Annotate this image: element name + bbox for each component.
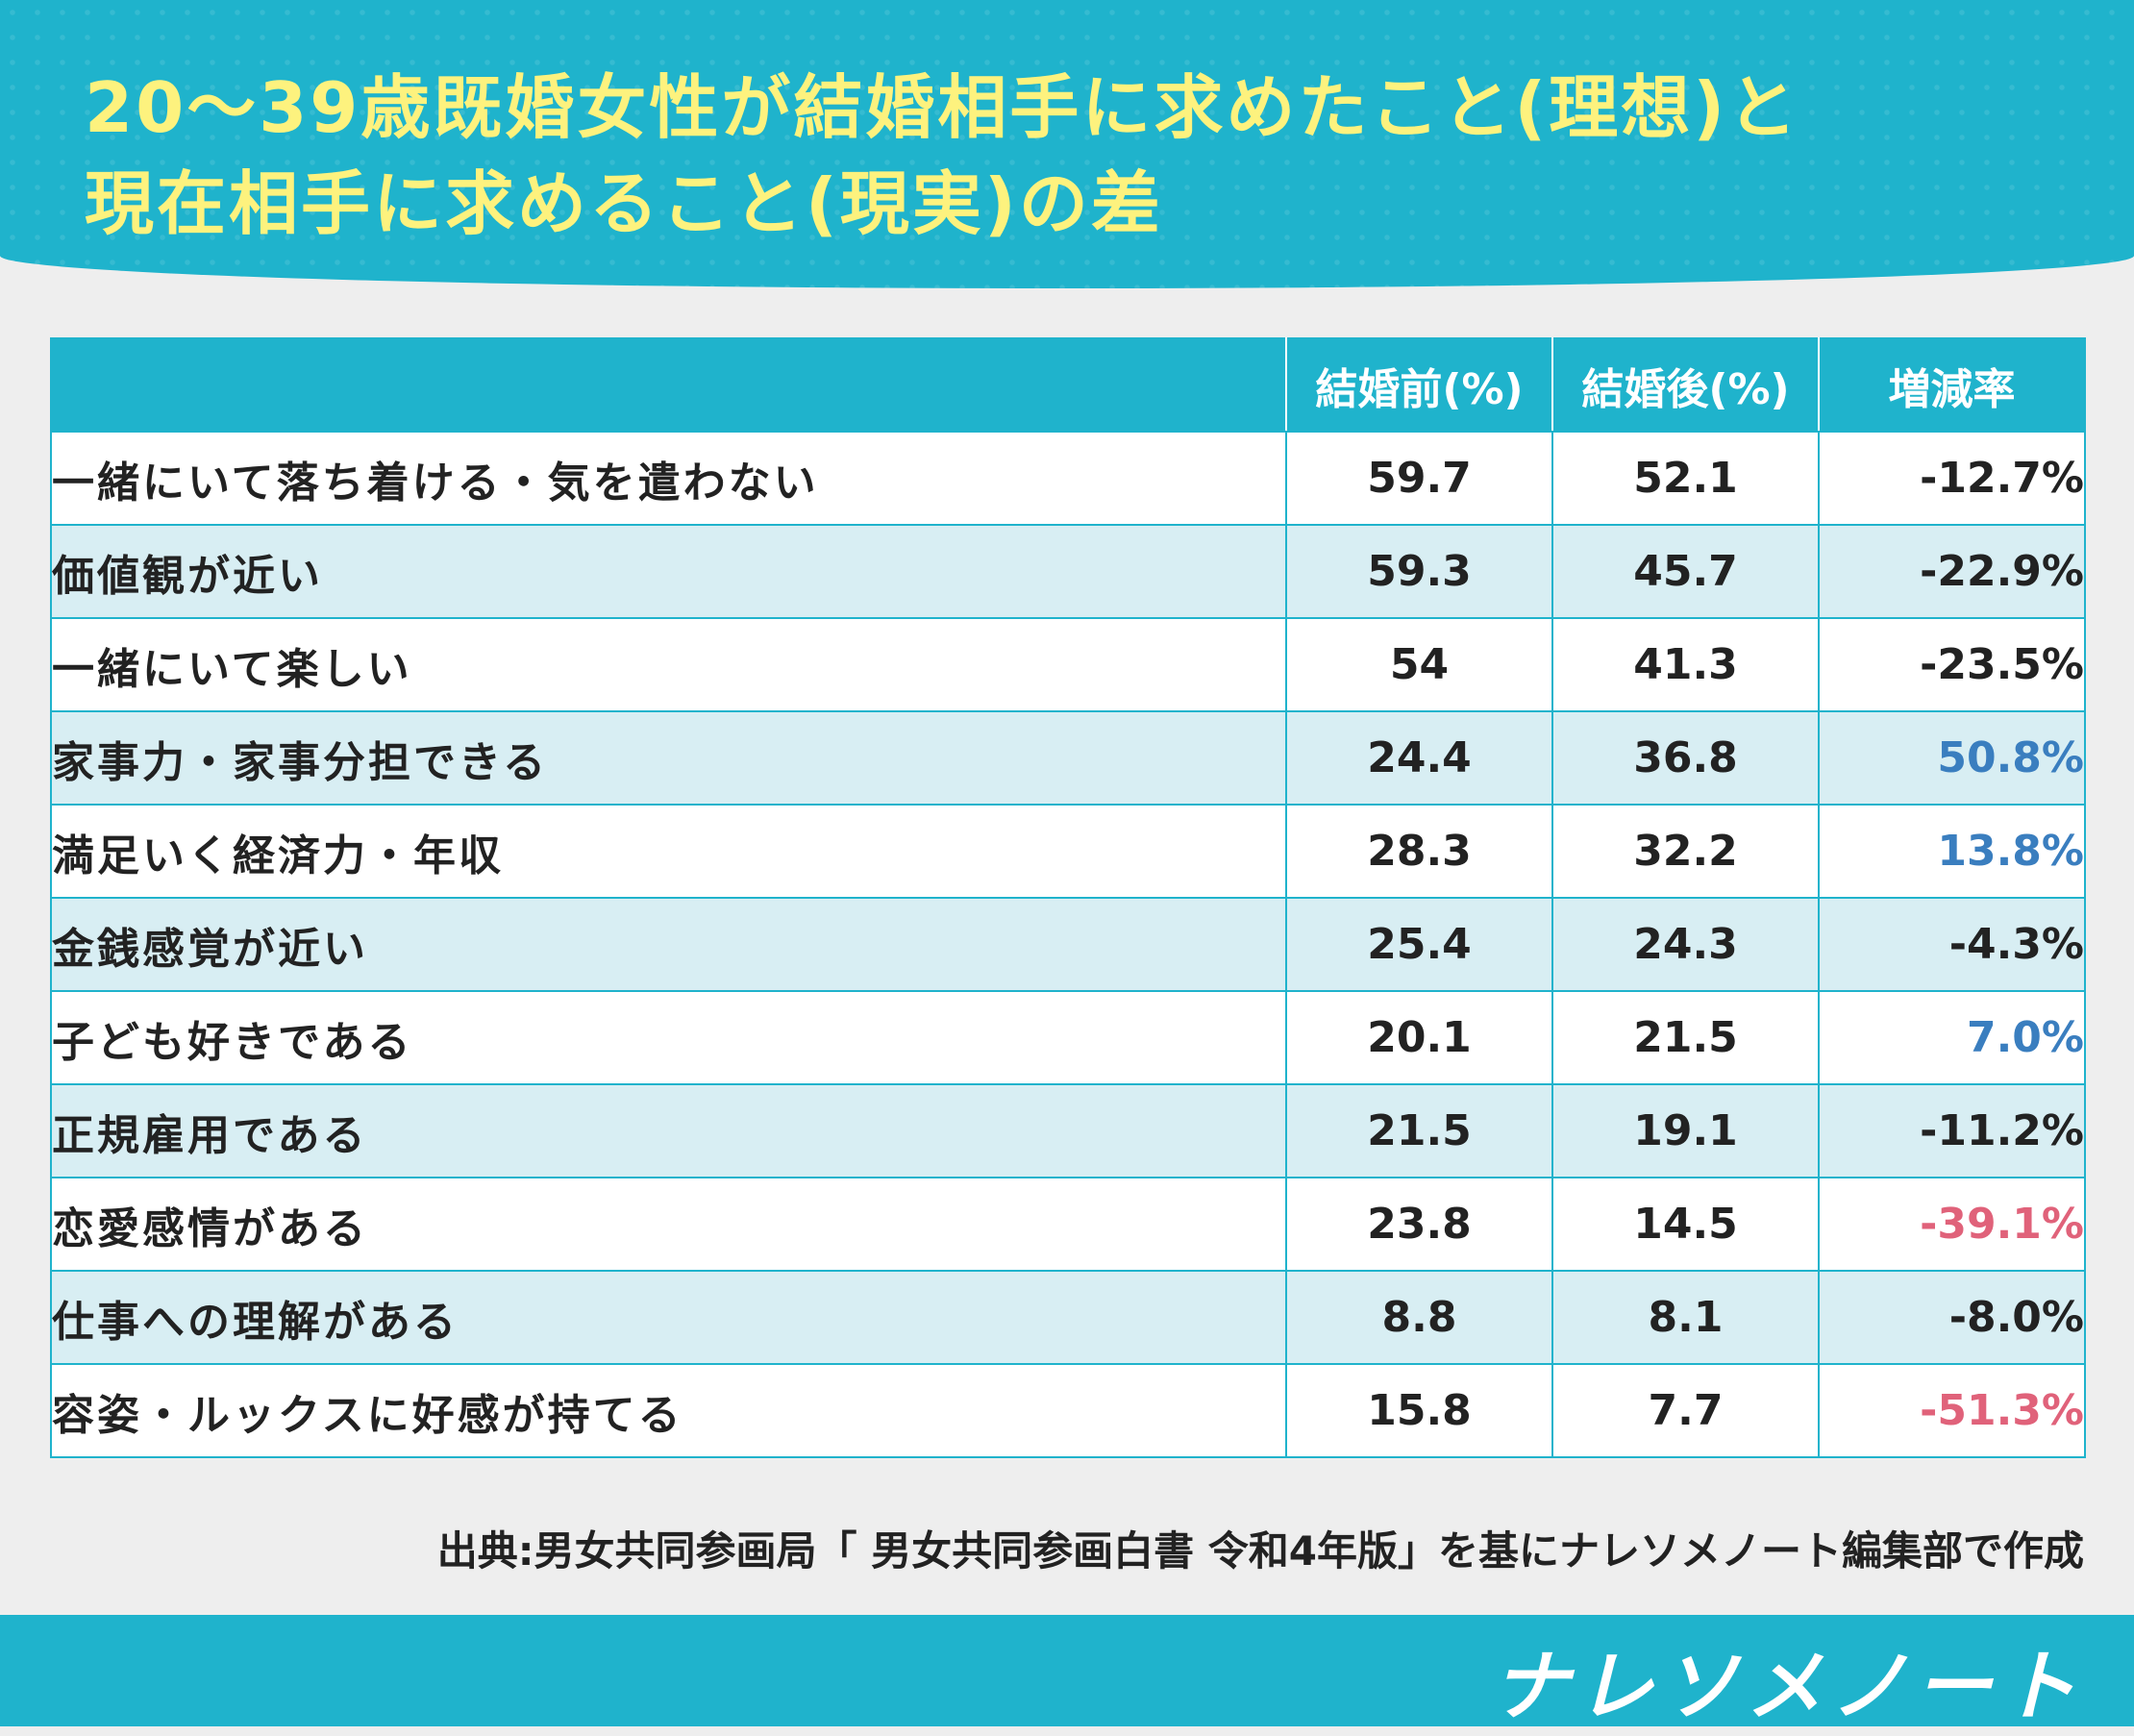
- before-value: 24.4: [1285, 710, 1553, 806]
- table-row: 子ども好きである 20.1 21.5 7.0%: [50, 990, 2086, 1085]
- before-value: 59.3: [1285, 524, 1553, 619]
- change-rate-value: -51.3%: [1818, 1363, 2086, 1458]
- row-label: 正規雇用である: [50, 1083, 1287, 1178]
- after-value: 7.7: [1551, 1363, 1820, 1458]
- table-row: 恋愛感情がある 23.8 14.5 -39.1%: [50, 1177, 2086, 1272]
- after-value: 45.7: [1551, 524, 1820, 619]
- after-value: 32.2: [1551, 804, 1820, 899]
- table-row: 容姿・ルックスに好感が持てる 15.8 7.7 -51.3%: [50, 1363, 2086, 1458]
- change-rate-value: -23.5%: [1818, 617, 2086, 712]
- before-value: 28.3: [1285, 804, 1553, 899]
- chart-title: 20〜39歳既婚女性が結婚相手に求めたこと(理想)と 現在相手に求めること(現実…: [85, 60, 2103, 252]
- after-value: 14.5: [1551, 1177, 1820, 1272]
- header-banner: 20〜39歳既婚女性が結婚相手に求めたこと(理想)と 現在相手に求めること(現実…: [0, 0, 2134, 288]
- column-header-label: [50, 337, 1287, 433]
- after-value: 36.8: [1551, 710, 1820, 806]
- footer-bar: ナレソメノート: [0, 1615, 2134, 1731]
- table-row: 一緒にいて楽しい 54 41.3 -23.5%: [50, 617, 2086, 712]
- before-value: 25.4: [1285, 897, 1553, 992]
- after-value: 41.3: [1551, 617, 1820, 712]
- table-header-row: 結婚前(%) 結婚後(%) 増減率: [50, 337, 2086, 433]
- change-rate-value: 7.0%: [1818, 990, 2086, 1085]
- before-value: 54: [1285, 617, 1553, 712]
- after-value: 21.5: [1551, 990, 1820, 1085]
- title-line-1: 20〜39歳既婚女性が結婚相手に求めたこと(理想)と: [85, 67, 1800, 148]
- table-row: 家事力・家事分担できる 24.4 36.8 50.8%: [50, 710, 2086, 806]
- table-row: 価値観が近い 59.3 45.7 -22.9%: [50, 524, 2086, 619]
- table-row: 一緒にいて落ち着ける・気を遣わない 59.7 52.1 -12.7%: [50, 431, 2086, 526]
- table-body: 一緒にいて落ち着ける・気を遣わない 59.7 52.1 -12.7% 価値観が近い 59.…: [50, 431, 2086, 1458]
- change-rate-value: -8.0%: [1818, 1270, 2086, 1365]
- source-note: 出典:男女共同参画局「 男女共同参画白書 令和4年版」を基にナレソメノート編集部…: [436, 1527, 2084, 1575]
- change-rate-value: 13.8%: [1818, 804, 2086, 899]
- change-rate-value: -39.1%: [1818, 1177, 2086, 1272]
- table-row: 満足いく経済力・年収 28.3 32.2 13.8%: [50, 804, 2086, 899]
- table-row: 正規雇用である 21.5 19.1 -11.2%: [50, 1083, 2086, 1178]
- table-row: 金銭感覚が近い 25.4 24.3 -4.3%: [50, 897, 2086, 992]
- row-label: 家事力・家事分担できる: [50, 710, 1287, 806]
- before-value: 20.1: [1285, 990, 1553, 1085]
- before-value: 8.8: [1285, 1270, 1553, 1365]
- before-value: 15.8: [1285, 1363, 1553, 1458]
- title-line-2: 現在相手に求めること(現実)の差: [85, 163, 1163, 244]
- comparison-table: 結婚前(%) 結婚後(%) 増減率 一緒にいて落ち着ける・気を遣わない 59.7 5…: [50, 337, 2086, 1458]
- change-rate-value: -22.9%: [1818, 524, 2086, 619]
- row-label: 価値観が近い: [50, 524, 1287, 619]
- row-label: 一緒にいて落ち着ける・気を遣わない: [50, 431, 1287, 526]
- row-label: 恋愛感情がある: [50, 1177, 1287, 1272]
- change-rate-value: 50.8%: [1818, 710, 2086, 806]
- row-label: 満足いく経済力・年収: [50, 804, 1287, 899]
- column-header-rate: 増減率: [1818, 337, 2086, 433]
- after-value: 8.1: [1551, 1270, 1820, 1365]
- row-label: 仕事への理解がある: [50, 1270, 1287, 1365]
- before-value: 23.8: [1285, 1177, 1553, 1272]
- change-rate-value: -11.2%: [1818, 1083, 2086, 1178]
- column-header-after: 結婚後(%): [1551, 337, 1820, 433]
- brand-logo: ナレソメノート: [1492, 1642, 2084, 1731]
- table-row: 仕事への理解がある 8.8 8.1 -8.0%: [50, 1270, 2086, 1365]
- column-header-before: 結婚前(%): [1285, 337, 1553, 433]
- row-label: 容姿・ルックスに好感が持てる: [50, 1363, 1287, 1458]
- change-rate-value: -4.3%: [1818, 897, 2086, 992]
- row-label: 一緒にいて楽しい: [50, 617, 1287, 712]
- after-value: 19.1: [1551, 1083, 1820, 1178]
- before-value: 59.7: [1285, 431, 1553, 526]
- before-value: 21.5: [1285, 1083, 1553, 1178]
- change-rate-value: -12.7%: [1818, 431, 2086, 526]
- after-value: 24.3: [1551, 897, 1820, 992]
- after-value: 52.1: [1551, 431, 1820, 526]
- row-label: 子ども好きである: [50, 990, 1287, 1085]
- row-label: 金銭感覚が近い: [50, 897, 1287, 992]
